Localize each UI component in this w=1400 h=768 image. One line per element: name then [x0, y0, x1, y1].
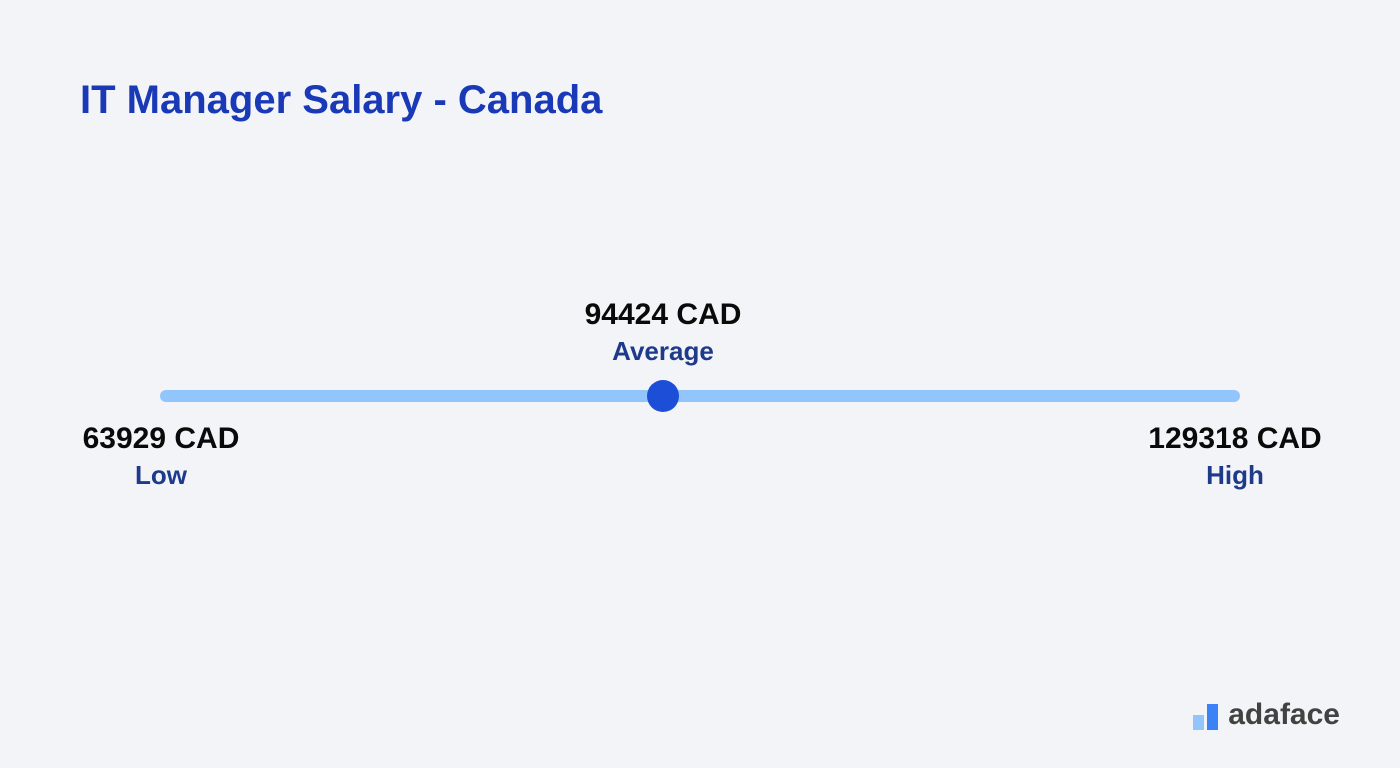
salary-range-bar-container — [160, 390, 1240, 402]
low-label-group: 63929 CAD Low — [66, 422, 256, 491]
average-marker — [647, 380, 679, 412]
bar-chart-icon — [1193, 704, 1218, 730]
brand-logo: adaface — [1193, 700, 1340, 730]
average-category: Average — [585, 336, 742, 367]
logo-bar-short — [1193, 715, 1204, 730]
logo-text: adaface — [1228, 700, 1340, 730]
high-category: High — [1130, 460, 1340, 491]
high-label-group: 129318 CAD High — [1130, 422, 1340, 491]
average-label-group: 94424 CAD Average — [585, 298, 742, 367]
average-value: 94424 CAD — [585, 298, 742, 332]
low-value: 63929 CAD — [66, 422, 256, 456]
high-value: 129318 CAD — [1130, 422, 1340, 456]
low-category: Low — [66, 460, 256, 491]
page-title: IT Manager Salary - Canada — [80, 78, 602, 123]
salary-range-bar — [160, 390, 1240, 402]
logo-bar-tall — [1207, 704, 1218, 730]
